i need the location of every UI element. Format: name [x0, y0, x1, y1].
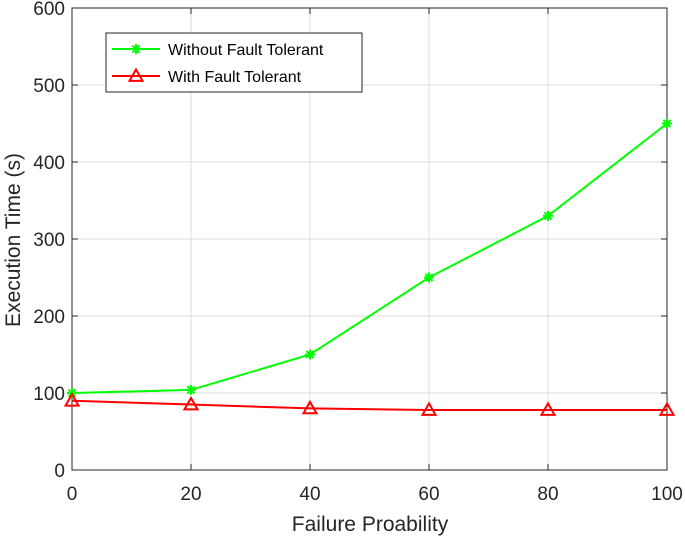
data-point-1-2	[301, 399, 319, 415]
y-tick-label: 500	[33, 76, 65, 97]
data-point-0-5	[662, 118, 672, 129]
data-point-1-0	[63, 392, 81, 407]
y-tick-label: 600	[33, 0, 65, 20]
axis-ticks: 0 20 40 60 80 100 0 100 200 300 400 500 600	[33, 0, 683, 505]
x-tick-label: 0	[67, 484, 78, 505]
legend: Without Fault Tolerant With Fault Tolera…	[105, 32, 363, 93]
y-tick-label: 300	[33, 230, 65, 251]
y-tick-label: 0	[54, 461, 65, 482]
y-tick-label: 100	[33, 384, 65, 405]
series-line-1	[71, 399, 667, 411]
legend-label-without-fault-tolerant: Without Fault Tolerant	[168, 42, 324, 59]
y-axis-title: Execution Time (s)	[2, 153, 25, 327]
x-tick-label: 40	[299, 484, 320, 505]
x-tick-label: 100	[651, 484, 683, 505]
legend-marker-symbol-0	[131, 44, 141, 54]
legend-marker-symbol-1	[127, 67, 145, 82]
legend-marker-without-fault-tolerant	[131, 44, 141, 54]
data-point-0-3	[424, 272, 434, 283]
series-group	[63, 118, 676, 416]
x-tick-label: 60	[418, 484, 439, 505]
y-tick-label: 400	[33, 153, 65, 174]
data-point-1-5	[658, 401, 676, 416]
data-point-0-1	[186, 384, 196, 395]
legend-label-with-fault-tolerant: With Fault Tolerant	[168, 69, 302, 86]
legend-marker-with-fault-tolerant	[127, 67, 145, 82]
x-tick-label: 80	[537, 484, 558, 505]
y-tick-label: 200	[33, 307, 65, 328]
data-point-0-2	[305, 349, 315, 360]
data-point-1-3	[420, 401, 438, 416]
legend-box	[105, 32, 363, 93]
x-tick-label: 20	[180, 484, 201, 505]
data-point-0-4	[543, 210, 553, 221]
x-axis-title: Failure Proability	[292, 513, 449, 536]
data-point-1-4	[539, 401, 557, 416]
data-point-1-1	[182, 396, 200, 411]
series-line-0	[71, 122, 668, 394]
